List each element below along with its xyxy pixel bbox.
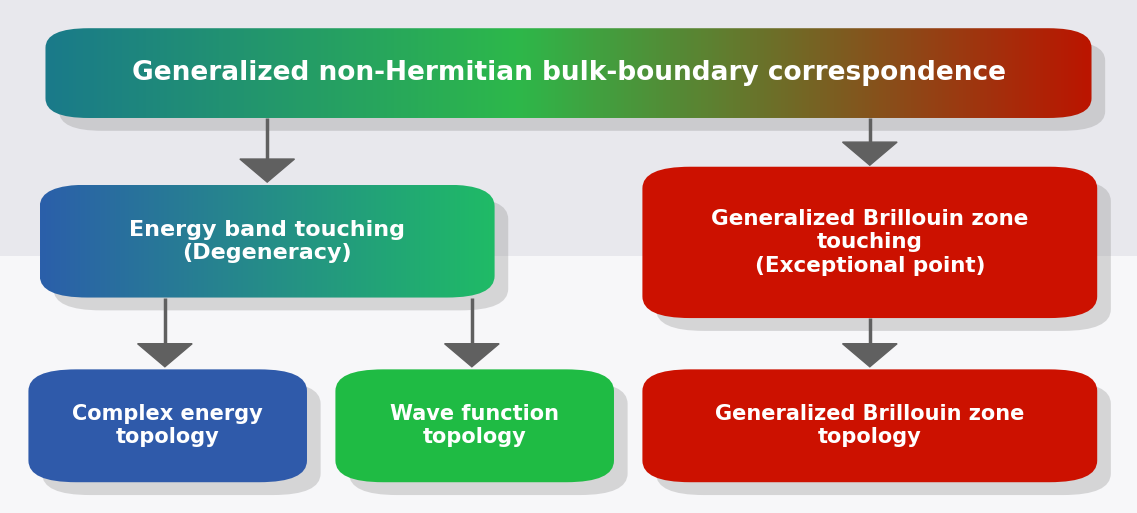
FancyArrow shape <box>138 344 192 367</box>
FancyArrow shape <box>843 344 897 367</box>
Text: Energy band touching
(Degeneracy): Energy band touching (Degeneracy) <box>130 220 405 263</box>
FancyBboxPatch shape <box>53 198 508 310</box>
FancyBboxPatch shape <box>642 167 1097 318</box>
FancyBboxPatch shape <box>656 180 1111 331</box>
Text: Generalized non-Hermitian bulk-boundary correspondence: Generalized non-Hermitian bulk-boundary … <box>132 60 1005 86</box>
Text: Generalized Brillouin zone
touching
(Exceptional point): Generalized Brillouin zone touching (Exc… <box>711 209 1029 275</box>
FancyBboxPatch shape <box>349 382 628 495</box>
Text: Generalized Brillouin zone
topology: Generalized Brillouin zone topology <box>715 404 1024 447</box>
FancyBboxPatch shape <box>642 369 1097 482</box>
FancyArrow shape <box>445 344 499 367</box>
FancyBboxPatch shape <box>59 41 1105 131</box>
Text: Complex energy
topology: Complex energy topology <box>73 404 263 447</box>
FancyBboxPatch shape <box>28 369 307 482</box>
FancyArrow shape <box>843 142 897 165</box>
FancyBboxPatch shape <box>656 382 1111 495</box>
FancyBboxPatch shape <box>335 369 614 482</box>
FancyArrow shape <box>240 159 294 182</box>
Text: Wave function
topology: Wave function topology <box>390 404 559 447</box>
FancyBboxPatch shape <box>42 382 321 495</box>
